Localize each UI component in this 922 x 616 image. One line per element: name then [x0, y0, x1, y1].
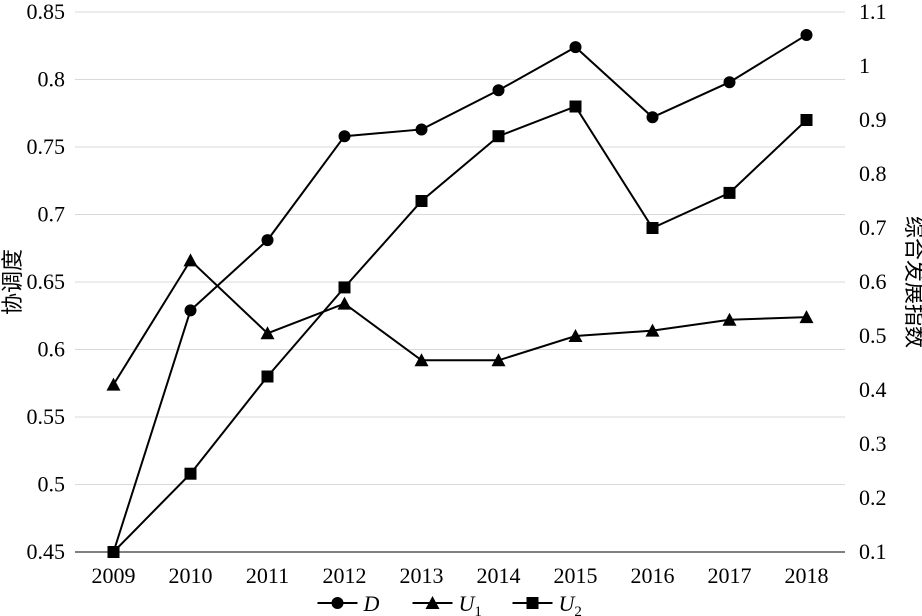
data-point-circle-marker	[569, 41, 582, 54]
y-right-tick-label: 0.1	[859, 539, 887, 564]
data-point-square-marker	[415, 195, 428, 207]
y-right-tick-label: 0.9	[859, 107, 887, 132]
y-right-axis-title: 综合发展指数	[901, 216, 922, 348]
data-point-triangle-marker	[260, 326, 275, 340]
legend-item: U1	[412, 591, 482, 616]
y-right-tick-label: 0.4	[859, 377, 887, 402]
data-point-square-marker	[569, 100, 582, 113]
data-point-square-marker	[338, 281, 351, 294]
y-right-tick-label: 0.8	[859, 161, 887, 186]
series-line-U1	[112, 258, 807, 386]
y-right-tick-label: 1	[859, 53, 870, 78]
legend-square-marker	[526, 597, 539, 609]
y-right-tick-label: 1.1	[859, 0, 887, 24]
legend-item: D	[317, 591, 380, 616]
data-point-circle-marker	[723, 76, 736, 89]
legend-circle-marker	[331, 597, 344, 609]
y-left-tick-label: 0.55	[27, 404, 66, 429]
data-point-square-marker	[107, 546, 120, 558]
y-right-tick-label: 0.7	[859, 215, 887, 240]
data-point-circle-marker	[646, 111, 659, 124]
legend-label-subscript: 2	[574, 604, 582, 616]
x-tick-label: 2016	[631, 563, 675, 588]
x-tick-label: 2009	[92, 563, 136, 588]
y-right-tick-label: 0.2	[859, 485, 887, 510]
series-lines	[112, 34, 808, 553]
series-line-U2	[112, 105, 808, 553]
data-point-circle-marker	[338, 130, 351, 143]
data-point-triangle-marker	[337, 296, 352, 310]
data-point-triangle-marker	[106, 377, 121, 391]
y-right-tick-label: 0.5	[859, 323, 887, 348]
x-tick-label: 2018	[785, 563, 829, 588]
data-point-triangle-marker	[645, 323, 660, 337]
y-left-tick-label: 0.5	[38, 472, 66, 497]
grid-lines	[75, 11, 845, 553]
y-left-tick-label: 0.85	[27, 0, 66, 24]
y-right-tick-label: 0.3	[859, 431, 887, 456]
data-point-square-marker	[184, 467, 197, 480]
x-tick-label: 2013	[400, 563, 444, 588]
x-tick-label: 2011	[246, 563, 289, 588]
data-point-square-marker	[646, 222, 659, 234]
legend-triangle-marker	[425, 596, 440, 609]
x-tick-label: 2017	[708, 563, 752, 588]
data-point-triangle-marker	[414, 353, 429, 367]
y-left-axis-title: 协调度	[1, 249, 26, 315]
data-point-triangle-marker	[491, 353, 506, 367]
y-left-tick-label: 0.7	[38, 202, 66, 227]
data-point-square-marker	[261, 370, 274, 383]
x-tick-label: 2012	[323, 563, 367, 588]
data-point-square-marker	[723, 186, 736, 199]
y-left-tick-label: 0.75	[27, 134, 66, 159]
data-point-triangle-marker	[183, 253, 198, 267]
axes: 0.45 0.5 0.55 0.6 0.65 0.7 0.75 0.8 0.85 0.1 0.2 0.…	[1, 0, 922, 588]
data-point-triangle-marker	[722, 312, 737, 326]
x-tick-label: 2010	[169, 563, 213, 588]
x-tick-label: 2014	[477, 563, 521, 588]
legend-label: U2	[559, 591, 582, 616]
data-point-square-marker	[800, 114, 813, 126]
data-point-square-marker	[492, 130, 505, 143]
data-point-circle-marker	[415, 123, 428, 136]
y-left-tick-label: 0.65	[27, 269, 66, 294]
y-left-tick-label: 0.45	[27, 539, 66, 564]
data-point-triangle-marker	[568, 329, 583, 342]
data-point-triangle-marker	[799, 310, 814, 324]
data-point-circle-marker	[261, 234, 274, 247]
legend-label: U1	[459, 591, 482, 616]
x-tick-label: 2015	[554, 563, 598, 588]
legend-item: U2	[512, 591, 582, 616]
legend-label-subscript: 1	[474, 604, 482, 616]
series-line-D	[112, 34, 808, 553]
y-left-tick-label: 0.6	[38, 337, 66, 362]
data-point-circle-marker	[492, 84, 505, 97]
series-markers	[106, 28, 814, 558]
legend: D U1 U2	[317, 591, 582, 616]
legend-label: D	[363, 591, 380, 616]
y-left-tick-label: 0.8	[38, 67, 66, 92]
data-point-circle-marker	[800, 28, 813, 41]
y-right-tick-label: 0.6	[859, 269, 887, 294]
data-point-circle-marker	[184, 304, 197, 317]
